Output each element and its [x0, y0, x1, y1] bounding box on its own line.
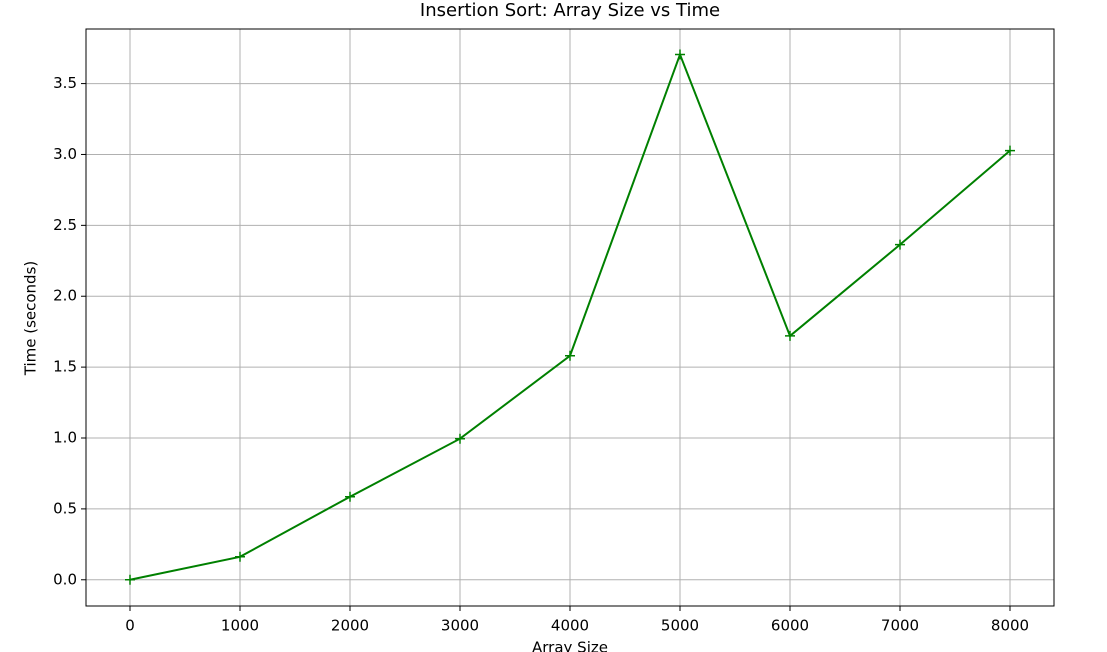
x-tick-label: 6000	[771, 617, 809, 635]
point-marker	[125, 574, 135, 585]
chart-title: Insertion Sort: Array Size vs Time	[420, 0, 720, 21]
x-tick-label: 1000	[221, 617, 259, 635]
y-tick-label: 0.5	[53, 499, 77, 517]
point-marker	[895, 239, 905, 250]
x-tick-label: 5000	[661, 617, 699, 635]
x-tick-label: 4000	[551, 617, 589, 635]
plot-frame	[85, 28, 1055, 607]
point-marker	[455, 433, 465, 444]
point-marker	[785, 330, 795, 341]
y-tick-label: 2.0	[53, 287, 77, 305]
y-axis-label: Time (seconds)	[22, 261, 40, 377]
point-marker	[235, 551, 245, 562]
y-tick-label: 1.5	[53, 358, 77, 376]
y-tick-label: 3.0	[53, 145, 77, 163]
x-tick-label: 8000	[991, 617, 1029, 635]
y-tick-label: 0.0	[53, 570, 77, 588]
x-axis-label: Array Size	[532, 639, 608, 652]
point-marker	[1005, 145, 1015, 156]
x-tick-label: 2000	[331, 617, 369, 635]
x-tick-label: 3000	[441, 617, 479, 635]
point-marker	[345, 491, 355, 502]
point-marker	[675, 49, 685, 60]
y-tick-label: 3.5	[53, 74, 77, 92]
x-tick-label: 0	[125, 617, 135, 635]
point-marker	[565, 350, 575, 361]
x-tick-label: 7000	[881, 617, 919, 635]
y-tick-label: 2.5	[53, 216, 77, 234]
y-tick-label: 1.0	[53, 429, 77, 447]
